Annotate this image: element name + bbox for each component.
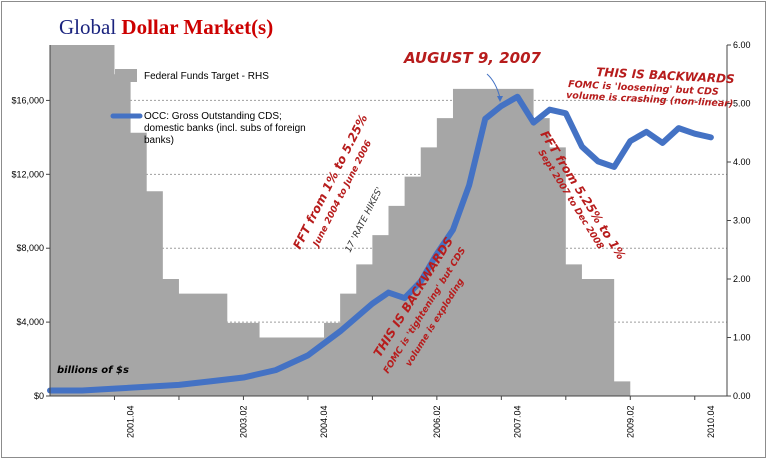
y-left-tick-label: $12,000 — [11, 169, 44, 179]
y-right-tick-label: 3.00 — [733, 216, 751, 226]
x-tick-label: 2001.04 — [126, 405, 136, 438]
legend-label-fed-funds: Federal Funds Target - RHS — [144, 71, 269, 82]
chart-title-part2: Dollar Market(s) — [121, 15, 273, 39]
axes — [46, 44, 731, 400]
y-right-tick-label: 6.00 — [733, 40, 751, 50]
y-right-tick-label: 4.00 — [733, 157, 751, 167]
y-left-tick-label: $8,000 — [16, 243, 44, 253]
annotation-backwards-top: THIS IS BACKWARDS FOMC is 'loosening' bu… — [566, 65, 735, 110]
x-tick-labels: 2001.04 2003.02 2004.04 2006.02 2007.04 2009.… — [126, 405, 716, 438]
y-left-tick-label: $4,000 — [16, 317, 44, 327]
y-right-tick-label: 1.00 — [733, 333, 751, 343]
y-right-tick-labels: 0.00 1.00 2.00 3.00 4.00 5.00 6.00 — [733, 40, 751, 401]
y-right-tick-label: 0.00 — [733, 391, 751, 401]
legend-label-cds-line2: domestic banks (incl. subs of foreign — [144, 123, 306, 134]
y-right-tick-label: 5.00 — [733, 99, 751, 109]
y-left-tick-label: $16,000 — [11, 95, 44, 105]
y-right-tick-label: 2.00 — [733, 274, 751, 284]
y-left-tick-label: $0 — [34, 391, 44, 401]
legend-label-cds-line1: OCC: Gross Outstanding CDS; — [144, 111, 282, 122]
legend: Federal Funds Target - RHS OCC: Gross Ou… — [110, 69, 309, 146]
y-left-tick-labels: $0 $4,000 $8,000 $12,000 $16,000 — [11, 95, 44, 401]
x-tick-label: 2004.04 — [319, 405, 329, 438]
legend-swatch-fed-funds — [115, 69, 137, 82]
x-tick-label: 2003.02 — [238, 405, 248, 438]
annotation-august: AUGUST 9, 2007 — [403, 49, 542, 67]
chart-title-part1: Global — [59, 15, 121, 39]
fed-funds-area — [50, 45, 631, 396]
x-tick-label: 2010.04 — [706, 405, 716, 438]
x-tick-label: 2007.04 — [512, 405, 522, 438]
unit-note: billions of $s — [57, 365, 129, 376]
annotation-aug-arrow — [486, 73, 503, 102]
legend-label-cds: OCC: Gross Outstanding CDS; domestic ban… — [144, 111, 309, 146]
chart-title: Global Dollar Market(s) — [59, 15, 273, 39]
fed-funds-area-layer — [50, 45, 631, 396]
cds-line — [47, 93, 714, 394]
cds-line-layer — [47, 93, 714, 394]
legend-label-cds-line3: banks) — [144, 135, 174, 146]
x-tick-label: 2009.02 — [625, 405, 635, 438]
x-tick-label: 2006.02 — [432, 405, 442, 438]
